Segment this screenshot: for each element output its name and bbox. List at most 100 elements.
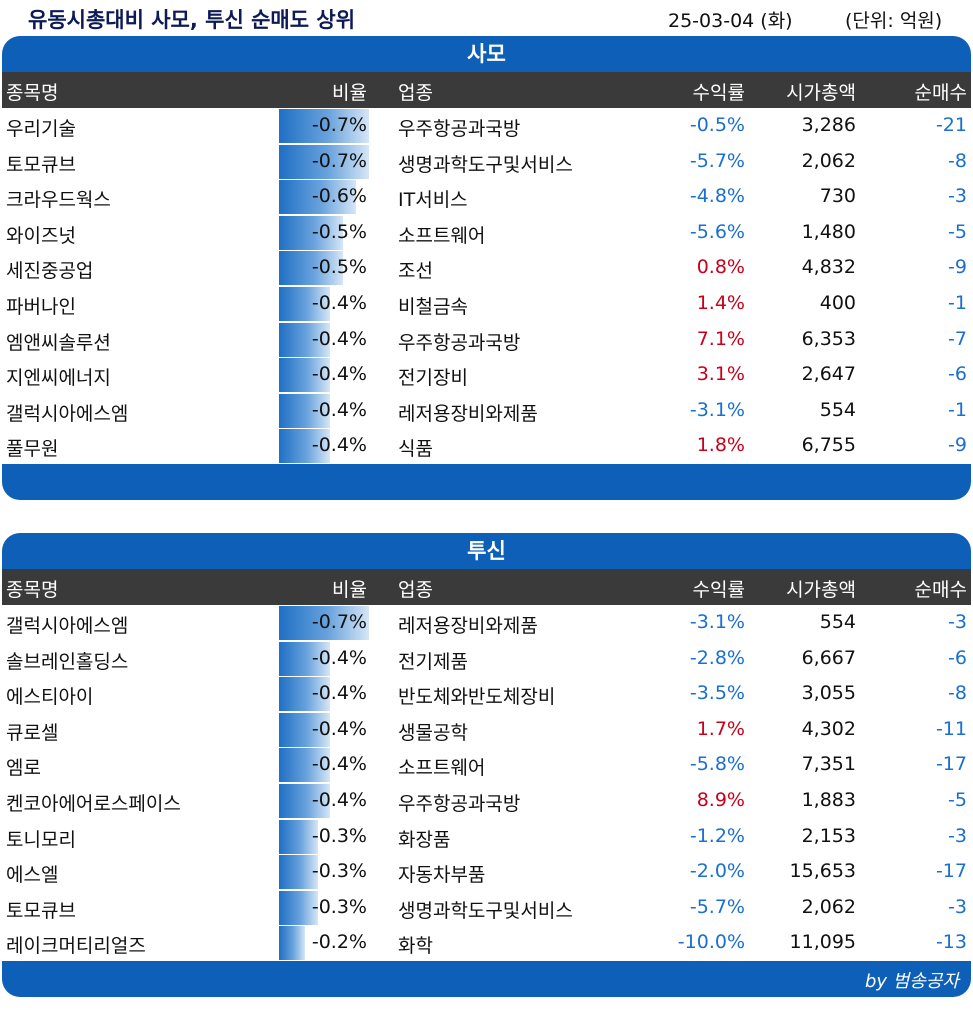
table-row: 풀무원 -0.4% 식품 1.8% 6,755 -9 xyxy=(2,428,971,464)
stock-name: 갤럭시아에스엠 xyxy=(6,402,129,425)
ratio-bar xyxy=(279,855,318,890)
net-count-value: -13 xyxy=(935,931,967,954)
stock-name: 세진중공업 xyxy=(6,260,94,283)
ratio-value: -0.6% xyxy=(311,185,367,208)
return-value: 1.7% xyxy=(696,717,745,740)
column-header-name: 종목명 xyxy=(6,82,59,104)
stock-name: 에스엘 xyxy=(6,864,59,887)
return-value: -2.8% xyxy=(689,646,745,669)
column-header-market-cap: 시가총액 xyxy=(786,579,856,601)
column-header-ratio: 비율 xyxy=(332,579,367,601)
net-count-value: -5 xyxy=(948,788,967,811)
net-count-value: -8 xyxy=(948,682,967,705)
ratio-value: -0.7% xyxy=(311,149,367,172)
market-cap-value: 6,755 xyxy=(801,434,856,457)
column-header-row: 종목명 비율 업종 수익률 시가총액 순매수 xyxy=(2,569,971,605)
ratio-value: -0.4% xyxy=(311,434,367,457)
return-value: -0.5% xyxy=(689,114,745,136)
stock-name: 솔브레인홀딩스 xyxy=(6,650,129,673)
credit-label: by 범송공자 xyxy=(864,970,959,992)
net-count-value: -3 xyxy=(948,185,967,208)
market-cap-value: 1,480 xyxy=(801,220,856,243)
ratio-value: -0.4% xyxy=(311,291,367,314)
net-count-value: -9 xyxy=(948,256,967,279)
ratio-bar xyxy=(279,286,330,321)
return-value: -5.6% xyxy=(689,220,745,243)
net-count-value: -9 xyxy=(948,434,967,457)
ratio-bar xyxy=(279,322,330,357)
industry-name: 비철금속 xyxy=(398,295,468,318)
ratio-bar xyxy=(279,783,330,818)
industry-name: 소프트웨어 xyxy=(398,757,486,780)
industry-name: 화장품 xyxy=(398,828,451,851)
column-header-name: 종목명 xyxy=(6,579,59,601)
market-cap-value: 2,062 xyxy=(801,149,856,172)
industry-name: 우주항공과국방 xyxy=(398,792,521,815)
ratio-bar xyxy=(279,748,330,783)
report-header: 유동시총대비 사모, 투신 순매도 상위 25-03-04 (화) (단위: 억… xyxy=(0,0,973,36)
net-count-value: -17 xyxy=(935,860,967,883)
ratio-value: -0.4% xyxy=(311,788,367,811)
return-value: 7.1% xyxy=(696,327,745,350)
market-cap-value: 2,153 xyxy=(801,824,856,847)
ratio-bar xyxy=(279,358,330,393)
report-unit: (단위: 억원) xyxy=(845,10,943,32)
table-row: 와이즈넛 -0.5% 소프트웨어 -5.6% 1,480 -5 xyxy=(2,215,971,251)
return-value: -5.7% xyxy=(689,149,745,172)
section-private-equity: 사모 종목명 비율 업종 수익률 시가총액 순매수 우리기술 -0.7% 우주항공과국방 -0.5%… xyxy=(2,36,971,500)
industry-name: 화학 xyxy=(398,935,433,958)
net-count-value: -7 xyxy=(948,327,967,350)
ratio-bar xyxy=(279,251,343,286)
industry-name: 생명과학도구및서비스 xyxy=(398,899,573,922)
ratio-bar xyxy=(279,429,330,464)
table-row: 토니모리 -0.3% 화장품 -1.2% 2,153 -3 xyxy=(2,819,971,855)
net-count-value: -21 xyxy=(935,114,967,136)
ratio-value: -0.2% xyxy=(311,931,367,954)
table-row: 에스티아이 -0.4% 반도체와반도체장비 -3.5% 3,055 -8 xyxy=(2,676,971,712)
industry-name: 생물공학 xyxy=(398,721,468,744)
column-header-market-cap: 시가총액 xyxy=(786,82,856,104)
net-count-value: -1 xyxy=(948,398,967,421)
ratio-bar xyxy=(279,890,318,925)
stock-name: 토니모리 xyxy=(6,828,76,851)
section-title: 투신 xyxy=(2,533,971,569)
stock-name: 크라우드웍스 xyxy=(6,189,111,212)
industry-name: IT서비스 xyxy=(398,189,468,212)
return-value: 8.9% xyxy=(696,788,745,811)
table-row: 갤럭시아에스엠 -0.7% 레저용장비와제품 -3.1% 554 -3 xyxy=(2,605,971,641)
market-cap-value: 3,286 xyxy=(801,114,856,136)
ratio-value: -0.7% xyxy=(311,611,367,633)
stock-name: 에스티아이 xyxy=(6,686,94,709)
industry-name: 반도체와반도체장비 xyxy=(398,686,556,709)
net-count-value: -11 xyxy=(935,717,967,740)
return-value: 1.4% xyxy=(696,291,745,314)
industry-name: 전기제품 xyxy=(398,650,468,673)
industry-name: 소프트웨어 xyxy=(398,224,486,247)
stock-name: 와이즈넛 xyxy=(6,224,76,247)
ratio-bar xyxy=(279,606,369,640)
market-cap-value: 554 xyxy=(819,398,856,421)
industry-name: 레저용장비와제품 xyxy=(398,402,538,425)
market-cap-value: 2,647 xyxy=(801,363,856,386)
stock-name: 풀무원 xyxy=(6,438,59,461)
ratio-bar xyxy=(279,926,305,961)
return-value: -4.8% xyxy=(689,185,745,208)
table-row: 파버나인 -0.4% 비철금속 1.4% 400 -1 xyxy=(2,286,971,322)
ratio-value: -0.3% xyxy=(311,860,367,883)
industry-name: 우주항공과국방 xyxy=(398,331,521,354)
ratio-bar xyxy=(279,393,330,428)
net-count-value: -6 xyxy=(948,363,967,386)
ratio-value: -0.4% xyxy=(311,646,367,669)
ratio-value: -0.3% xyxy=(311,895,367,918)
industry-name: 조선 xyxy=(398,260,433,283)
stock-name: 갤럭시아에스엠 xyxy=(6,615,129,637)
market-cap-value: 4,302 xyxy=(801,717,856,740)
market-cap-value: 2,062 xyxy=(801,895,856,918)
return-value: -3.5% xyxy=(689,682,745,705)
ratio-value: -0.5% xyxy=(311,256,367,279)
table-row: 켄코아에어로스페이스 -0.4% 우주항공과국방 8.9% 1,883 -5 xyxy=(2,783,971,819)
ratio-value: -0.4% xyxy=(311,327,367,350)
stock-name: 엠로 xyxy=(6,757,41,780)
ratio-value: -0.4% xyxy=(311,717,367,740)
return-value: 1.8% xyxy=(696,434,745,457)
